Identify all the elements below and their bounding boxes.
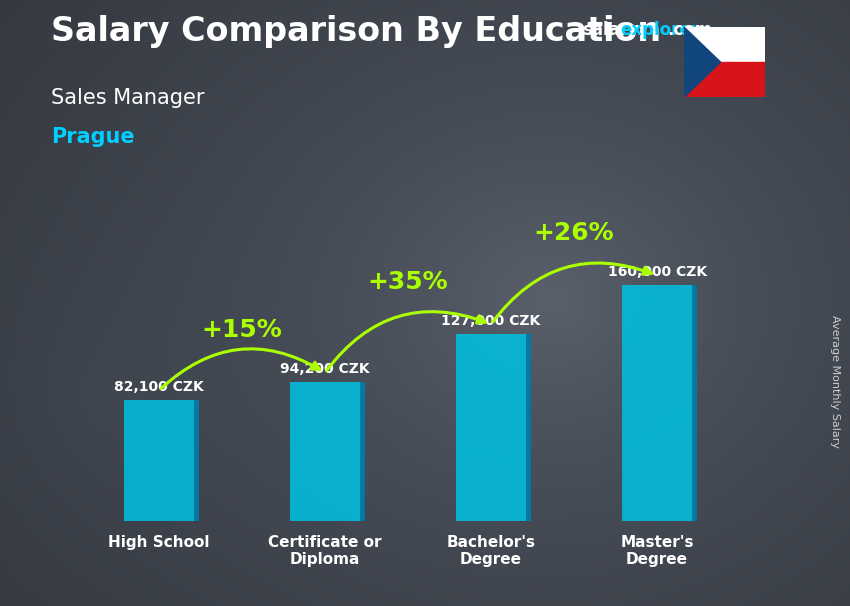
Text: +35%: +35%	[368, 270, 448, 294]
Text: Prague: Prague	[51, 127, 134, 147]
Bar	[526, 334, 530, 521]
Bar	[290, 382, 360, 521]
Text: 160,000 CZK: 160,000 CZK	[608, 265, 706, 279]
Bar	[684, 62, 765, 97]
Text: salary: salary	[582, 21, 639, 39]
Text: Average Monthly Salary: Average Monthly Salary	[830, 315, 840, 448]
Bar	[692, 285, 697, 521]
Text: Sales Manager: Sales Manager	[51, 88, 205, 108]
Bar	[360, 382, 365, 521]
Text: Salary Comparison By Education: Salary Comparison By Education	[51, 15, 661, 48]
Text: 127,000 CZK: 127,000 CZK	[441, 314, 541, 328]
Text: 82,100 CZK: 82,100 CZK	[114, 380, 204, 394]
Bar	[622, 285, 692, 521]
Text: .com: .com	[667, 21, 712, 39]
Bar	[456, 334, 526, 521]
Bar	[124, 400, 194, 521]
Bar	[194, 400, 199, 521]
Text: +26%: +26%	[534, 221, 615, 245]
Text: +15%: +15%	[201, 318, 282, 342]
Text: 94,200 CZK: 94,200 CZK	[280, 362, 370, 376]
Bar	[684, 27, 765, 62]
Text: explorer: explorer	[620, 21, 700, 39]
Polygon shape	[684, 27, 721, 97]
